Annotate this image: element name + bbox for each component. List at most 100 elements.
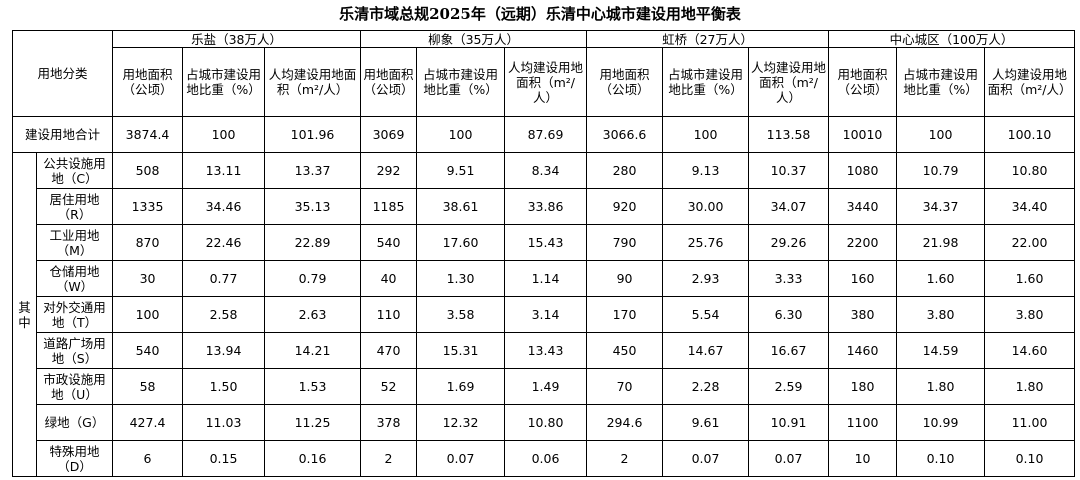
cell: 3.80 bbox=[896, 296, 986, 333]
cell: 470 bbox=[360, 332, 418, 369]
cell: 33.86 bbox=[504, 188, 588, 225]
cell: 0.15 bbox=[182, 440, 266, 477]
cell: 11.00 bbox=[984, 404, 1076, 441]
cell: 0.79 bbox=[264, 260, 362, 297]
cell: 30.00 bbox=[662, 188, 750, 225]
cell: 14.59 bbox=[896, 332, 986, 369]
cell: 450 bbox=[586, 332, 664, 369]
cell: 0.07 bbox=[748, 440, 830, 477]
cell: 9.51 bbox=[416, 152, 506, 189]
cell: 90 bbox=[586, 260, 664, 297]
cell: 0.10 bbox=[984, 440, 1076, 477]
cell: 0.16 bbox=[264, 440, 362, 477]
cell: 2.28 bbox=[662, 368, 750, 405]
cell: 3.33 bbox=[748, 260, 830, 297]
cell: 0.77 bbox=[182, 260, 266, 297]
table-row: 居住用地（R） 1335 34.46 35.13 1185 38.61 33.86 920 30… bbox=[13, 188, 1076, 225]
table-row: 市政设施用地（U） 58 1.50 1.53 52 1.69 1.49 70 2.28 2.59 1… bbox=[13, 368, 1076, 405]
row-label: 公共设施用地（C） bbox=[35, 152, 114, 189]
column-header: 人均建设用地面积（m²/人） bbox=[748, 47, 830, 117]
cell: 0.07 bbox=[416, 440, 506, 477]
cell: 920 bbox=[586, 188, 664, 225]
row-label: 对外交通用地（T） bbox=[35, 296, 114, 333]
cell: 1.69 bbox=[416, 368, 506, 405]
cell: 9.13 bbox=[662, 152, 750, 189]
row-label: 居住用地（R） bbox=[35, 188, 114, 225]
cell: 294.6 bbox=[586, 404, 664, 441]
table-row: 用地分类 乐盐（38万人） 柳象（35万人） 虹桥（27万人） 中心城区（100万人） bbox=[11, 30, 1076, 117]
cell: 17.60 bbox=[416, 224, 506, 261]
cell: 1.53 bbox=[264, 368, 362, 405]
cell: 40 bbox=[360, 260, 418, 297]
cell: 2200 bbox=[828, 224, 898, 261]
cell: 0.10 bbox=[896, 440, 986, 477]
table-row: 工业用地（M） 870 22.46 22.89 540 17.60 15.43 790 25.7… bbox=[13, 224, 1076, 261]
cell: 101.96 bbox=[264, 116, 362, 153]
table-row: 对外交通用地（T） 100 2.58 2.63 110 3.58 3.14 170 5.54 6.… bbox=[13, 296, 1076, 333]
cell: 2 bbox=[360, 440, 418, 477]
cell: 10.79 bbox=[896, 152, 986, 189]
cell: 1.50 bbox=[182, 368, 266, 405]
cell: 1080 bbox=[828, 152, 898, 189]
column-header: 占城市建设用地比重（%） bbox=[416, 47, 506, 117]
cell: 100 bbox=[662, 116, 750, 153]
cell: 22.46 bbox=[182, 224, 266, 261]
cell: 2.59 bbox=[748, 368, 830, 405]
cell: 280 bbox=[586, 152, 664, 189]
table-row: 用地面积（公顷） 占城市建设用地比重（%） 人均建设用地面积（m²/人） 用地面积（公… bbox=[13, 47, 1076, 117]
cell: 13.43 bbox=[504, 332, 588, 369]
column-header: 用地面积（公顷） bbox=[828, 47, 898, 117]
cell: 540 bbox=[360, 224, 418, 261]
cell: 2 bbox=[586, 440, 664, 477]
row-label: 建设用地合计 bbox=[11, 116, 114, 153]
cell: 0.07 bbox=[662, 440, 750, 477]
cell: 58 bbox=[112, 368, 184, 405]
cell: 378 bbox=[360, 404, 418, 441]
column-header: 用地面积（公顷） bbox=[586, 47, 664, 117]
cell: 70 bbox=[586, 368, 664, 405]
row-label: 仓储用地（W） bbox=[35, 260, 114, 297]
cell: 30 bbox=[112, 260, 184, 297]
group-header: 柳象（35万人） bbox=[360, 30, 588, 48]
column-header: 人均建设用地面积（m²/人） bbox=[984, 47, 1076, 117]
cell: 2.63 bbox=[264, 296, 362, 333]
cell: 3874.4 bbox=[112, 116, 184, 153]
cell: 100 bbox=[182, 116, 266, 153]
column-header: 占城市建设用地比重（%） bbox=[182, 47, 266, 117]
column-header: 人均建设用地面积（m²/人） bbox=[264, 47, 362, 117]
cell: 10.80 bbox=[984, 152, 1076, 189]
cell: 100 bbox=[112, 296, 184, 333]
cell: 13.94 bbox=[182, 332, 266, 369]
cell: 0.06 bbox=[504, 440, 588, 477]
cell: 13.37 bbox=[264, 152, 362, 189]
cell: 180 bbox=[828, 368, 898, 405]
cell: 508 bbox=[112, 152, 184, 189]
cell: 14.21 bbox=[264, 332, 362, 369]
cell: 380 bbox=[828, 296, 898, 333]
cell: 2.58 bbox=[182, 296, 266, 333]
cell: 3440 bbox=[828, 188, 898, 225]
group-header: 乐盐（38万人） bbox=[112, 30, 362, 48]
cell: 100 bbox=[416, 116, 506, 153]
category-header: 用地分类 bbox=[11, 30, 114, 117]
cell: 9.61 bbox=[662, 404, 750, 441]
cell: 38.61 bbox=[416, 188, 506, 225]
cell: 3069 bbox=[360, 116, 418, 153]
sub-label: 其中 bbox=[12, 152, 37, 477]
cell: 29.26 bbox=[748, 224, 830, 261]
table-row: 仓储用地（W） 30 0.77 0.79 40 1.30 1.14 90 2.93 3.33 160… bbox=[13, 260, 1076, 297]
row-label: 工业用地（M） bbox=[35, 224, 114, 261]
cell: 10010 bbox=[828, 116, 898, 153]
cell: 1.30 bbox=[416, 260, 506, 297]
cell: 1460 bbox=[828, 332, 898, 369]
cell: 22.89 bbox=[264, 224, 362, 261]
row-label: 道路广场用地（S） bbox=[35, 332, 114, 369]
column-header: 占城市建设用地比重（%） bbox=[896, 47, 986, 117]
cell: 540 bbox=[112, 332, 184, 369]
cell: 1.60 bbox=[984, 260, 1076, 297]
table-row: 道路广场用地（S） 540 13.94 14.21 470 15.31 13.43 450 14… bbox=[13, 332, 1076, 369]
cell: 21.98 bbox=[896, 224, 986, 261]
cell: 427.4 bbox=[112, 404, 184, 441]
cell: 34.46 bbox=[182, 188, 266, 225]
